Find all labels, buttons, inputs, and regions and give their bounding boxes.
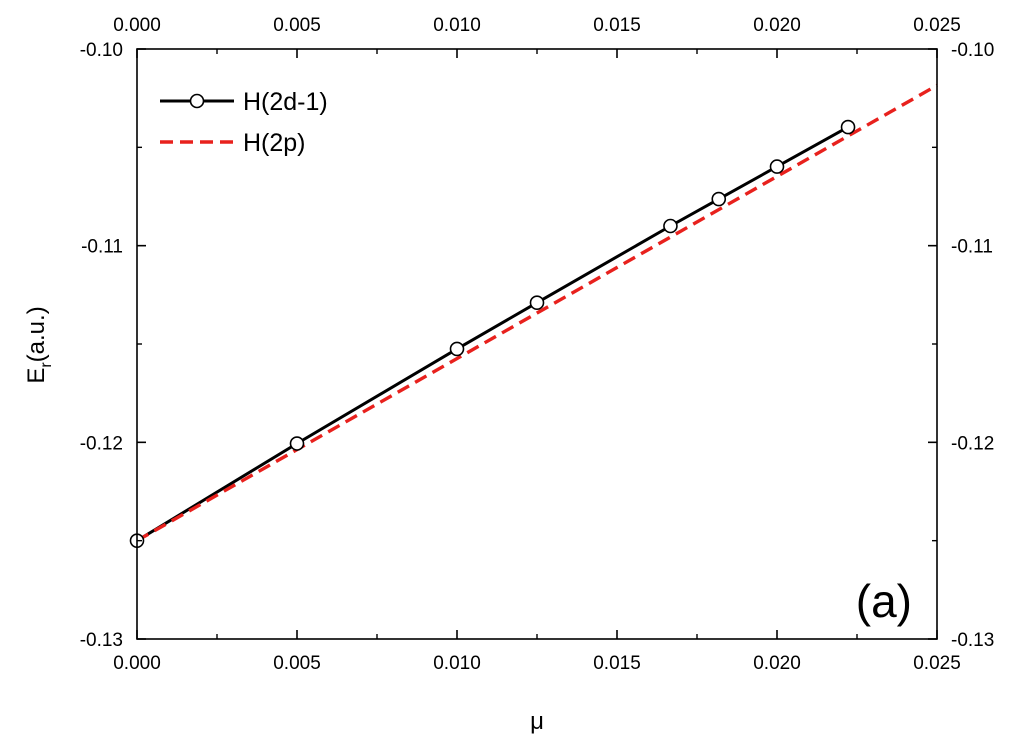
series-line-h2p [136, 83, 938, 543]
data-point-h2d-1 [663, 218, 678, 234]
x-tick-label-bottom: 0.020 [753, 653, 801, 674]
x-tick-label-bottom: 0.000 [113, 653, 161, 674]
plot-area [129, 83, 938, 548]
legend-label-h2d-1: H(2d-1) [243, 88, 328, 116]
x-axis-title: μ [530, 708, 544, 735]
legend-label-h2p: H(2p) [243, 129, 306, 157]
data-point-h2d-1 [840, 119, 856, 135]
y-axis-title-main: E [23, 368, 50, 384]
y-axis-title: Er(a.u.) [23, 306, 55, 383]
x-tick-label-top: 0.010 [433, 15, 481, 36]
y-tick-label-left: -0.11 [81, 237, 123, 258]
y-tick-label-left: -0.10 [80, 40, 123, 61]
data-point-h2d-1 [289, 436, 305, 451]
y-tick-label-left: -0.13 [80, 630, 123, 651]
x-tick-label-top: 0.005 [273, 15, 321, 36]
x-tick-label-bottom: 0.015 [593, 653, 641, 674]
data-point-h2d-1 [711, 191, 727, 207]
x-tick-label-top: 0.015 [593, 15, 641, 36]
data-point-h2d-1 [769, 159, 785, 174]
axes: 0.000 0.000 0.005 0.005 0.010 0.010 0.015 0.015… [80, 15, 995, 674]
panel-label: (a) [856, 575, 912, 627]
y-tick-label-right: -0.11 [951, 237, 993, 258]
y-tick-label-left: -0.12 [80, 433, 123, 454]
data-point-h2d-1 [529, 295, 545, 311]
x-tick-label-top: 0.000 [113, 15, 161, 36]
x-tick-label-bottom: 0.005 [273, 653, 321, 674]
series-line-h2d-1 [136, 125, 849, 542]
y-tick-label-right: -0.13 [951, 630, 994, 651]
x-tick-label-top: 0.020 [753, 15, 801, 36]
x-tick-label-top: 0.025 [913, 15, 961, 36]
y-tick-label-right: -0.10 [951, 40, 994, 61]
x-tick-label-bottom: 0.025 [913, 653, 961, 674]
x-tick-label-bottom: 0.010 [433, 653, 481, 674]
data-point-h2d-1 [449, 341, 465, 357]
y-axis-title-subscript: r [38, 362, 55, 368]
y-tick-label-right: -0.12 [951, 433, 994, 454]
legend: H(2d-1) H(2p) [160, 88, 328, 157]
legend-marker-h2d-1 [189, 93, 205, 109]
y-axis-title-unit: (a.u.) [23, 306, 50, 362]
